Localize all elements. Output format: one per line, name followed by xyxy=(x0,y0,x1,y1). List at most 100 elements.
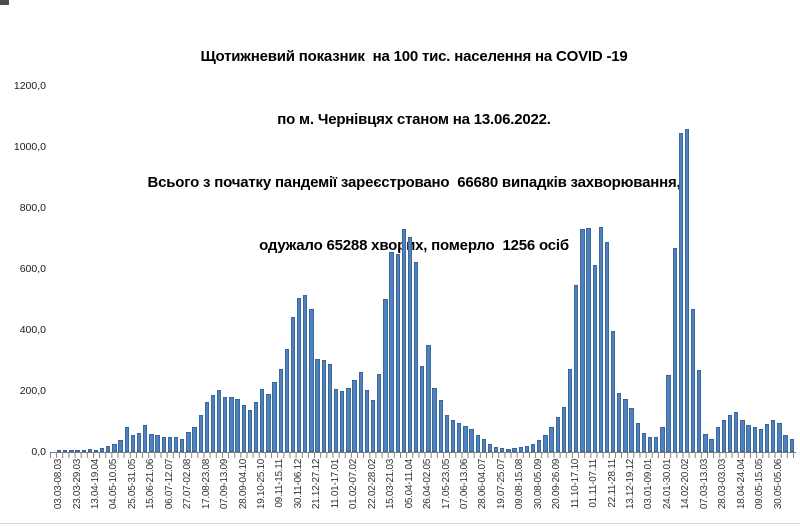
bar xyxy=(555,417,560,452)
bar-slot xyxy=(278,86,284,452)
x-axis-label: 11.01-17.01 xyxy=(329,459,341,509)
bar-slot xyxy=(62,86,68,452)
bar xyxy=(494,447,499,452)
bar xyxy=(537,440,542,452)
bar-slot xyxy=(173,86,179,452)
bar-slot xyxy=(782,86,788,452)
bar-slot xyxy=(68,86,74,452)
bar xyxy=(161,437,166,452)
bar-slot xyxy=(505,86,511,452)
bar-slot xyxy=(592,86,598,452)
bar xyxy=(740,420,745,452)
bar xyxy=(229,397,234,452)
y-axis-tick-label: 1200,0 xyxy=(13,80,46,92)
bar-slot xyxy=(622,86,628,452)
bar-slot xyxy=(789,86,795,452)
bar-slot xyxy=(462,86,468,452)
bar-slot xyxy=(148,86,154,452)
bar-slot xyxy=(302,86,308,452)
bar xyxy=(635,423,640,452)
bar xyxy=(500,448,505,452)
bar xyxy=(124,427,129,452)
bar-slot xyxy=(185,86,191,452)
bar xyxy=(660,427,665,452)
x-axis-label: 11.10-17.10 xyxy=(569,459,581,509)
bar xyxy=(155,435,160,452)
bar-slot xyxy=(253,86,259,452)
bar-slot xyxy=(352,86,358,452)
chart-title-block: Щотижневий показник на 100 тис. населенн… xyxy=(64,4,764,277)
bar-slot xyxy=(512,86,518,452)
bar-slot xyxy=(715,86,721,452)
bar-slot xyxy=(635,86,641,452)
bar xyxy=(180,439,185,452)
bar xyxy=(684,129,690,452)
bar xyxy=(463,426,468,452)
x-axis-label: 30.08-05.09 xyxy=(532,459,544,510)
screen-artifact xyxy=(0,0,9,5)
bar-slot xyxy=(395,86,401,452)
bar-slot xyxy=(111,86,117,452)
bar-slot xyxy=(364,86,370,452)
x-axis-label: 13.12-19.12 xyxy=(625,459,637,510)
x-axis-label: 04.05-10.05 xyxy=(108,459,120,510)
bar xyxy=(383,299,388,452)
bar-slot xyxy=(487,86,493,452)
bar xyxy=(629,408,634,452)
bar xyxy=(426,345,431,452)
bar-slot xyxy=(665,86,671,452)
bar-slot xyxy=(271,86,277,452)
bar-slot xyxy=(585,86,591,452)
bar-slot xyxy=(191,86,197,452)
bar-slot xyxy=(241,86,247,452)
bar-slot xyxy=(419,86,425,452)
bar xyxy=(475,435,480,452)
bar xyxy=(407,237,413,452)
bar-slot xyxy=(690,86,696,452)
bar-slot xyxy=(561,86,567,452)
bar-slot xyxy=(764,86,770,452)
bar-slot xyxy=(518,86,524,452)
bar xyxy=(315,359,320,452)
bar-slot xyxy=(407,86,413,452)
x-axis-labels: 03.03-08.03 23.03-29.03 13.04-19.04 04.05-1… xyxy=(53,459,794,522)
bar-slot xyxy=(333,86,339,452)
bar xyxy=(389,252,394,452)
bar xyxy=(654,437,659,452)
bar xyxy=(364,390,370,452)
bar-slot xyxy=(167,86,173,452)
x-axis-label: 15.06-21.06 xyxy=(145,459,157,510)
bar-slot xyxy=(321,86,327,452)
bar-slot xyxy=(475,86,481,452)
x-axis-label: 23.03-29.03 xyxy=(71,459,83,510)
bar xyxy=(518,447,523,452)
bar-slot xyxy=(161,86,167,452)
bar-slot xyxy=(327,86,333,452)
bar xyxy=(432,388,437,452)
bar-slot xyxy=(216,86,222,452)
bar xyxy=(697,370,702,452)
bar-slot xyxy=(733,86,739,452)
bar-slot xyxy=(573,86,579,452)
bar-slot xyxy=(444,86,450,452)
bar xyxy=(487,444,493,452)
bar-slot xyxy=(499,86,505,452)
bar-slot xyxy=(604,86,610,452)
bar-slot xyxy=(598,86,604,452)
bar-series xyxy=(56,86,794,452)
bar xyxy=(186,432,191,452)
bar-slot xyxy=(315,86,321,452)
y-axis-tick-label: 800,0 xyxy=(19,202,46,214)
bar xyxy=(764,424,770,452)
y-axis: 1200,0 1000,0 800,0 600,0 400,0 200,0 0,0 xyxy=(0,80,48,458)
x-axis-label: 20.09-26.09 xyxy=(551,459,563,510)
chart-title-line-2: по м. Чернівцях станом на 13.06.2022. xyxy=(277,111,551,128)
bar-slot xyxy=(358,86,364,452)
bar-slot xyxy=(659,86,665,452)
bar xyxy=(377,374,382,452)
bar xyxy=(561,407,567,452)
bar xyxy=(672,248,677,452)
bar xyxy=(173,437,179,452)
bar-slot xyxy=(308,86,314,452)
